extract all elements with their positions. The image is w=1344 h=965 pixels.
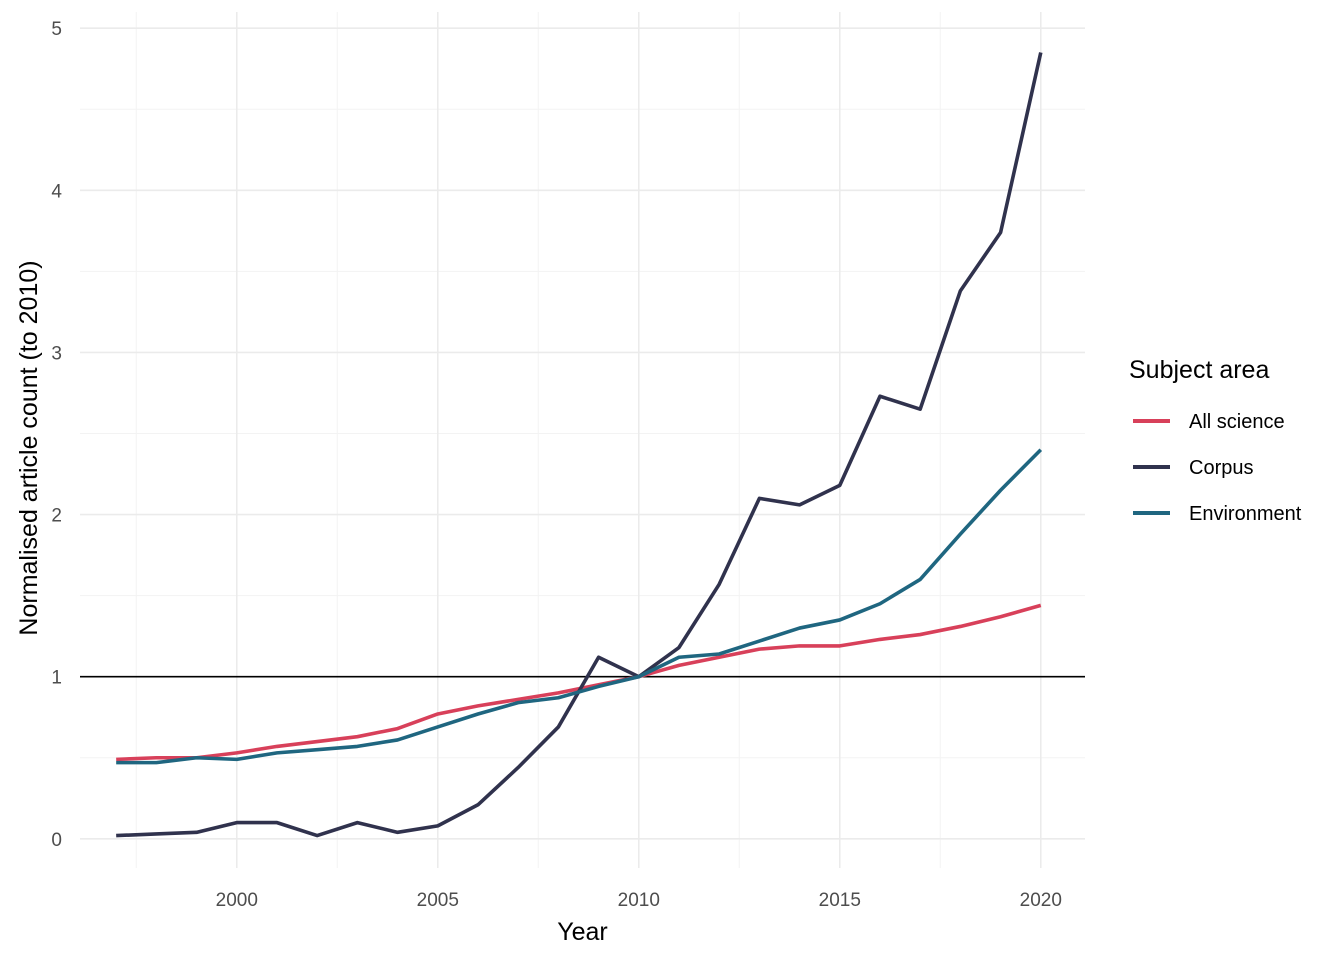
y-tick-label: 1 [51,668,62,689]
y-axis-ticks: 0 1 2 3 4 5 [51,19,62,851]
series-line-environment [116,448,1043,765]
x-tick-label: 2005 [417,890,459,911]
y-tick-label: 2 [51,506,62,527]
series-line-corpus [116,52,1043,838]
series-layer [116,52,1043,838]
legend-label-environment: Environment [1189,503,1302,525]
legend-label-corpus: Corpus [1189,457,1253,479]
legend-label-all-science: All science [1189,411,1285,433]
x-tick-label: 2020 [1020,890,1062,911]
legend-title: Subject area [1129,356,1269,384]
x-axis-title: Year [557,918,608,946]
x-tick-label: 2015 [819,890,861,911]
x-tick-label: 2010 [618,890,660,911]
series-line-all-science [116,603,1042,762]
legend-items: All science Corpus Environment [1133,411,1302,525]
y-tick-label: 4 [51,181,62,202]
x-tick-label: 2000 [216,890,258,911]
grid [80,12,1085,868]
y-tick-label: 0 [51,830,62,851]
y-tick-label: 5 [51,19,62,40]
x-axis-ticks: 2000 2005 2010 2015 2020 [216,890,1062,911]
y-axis-title: Normalised article count (to 2010) [15,260,43,635]
legend: Subject area All science Corpus Environmen… [1129,356,1302,525]
y-tick-label: 3 [51,343,62,364]
